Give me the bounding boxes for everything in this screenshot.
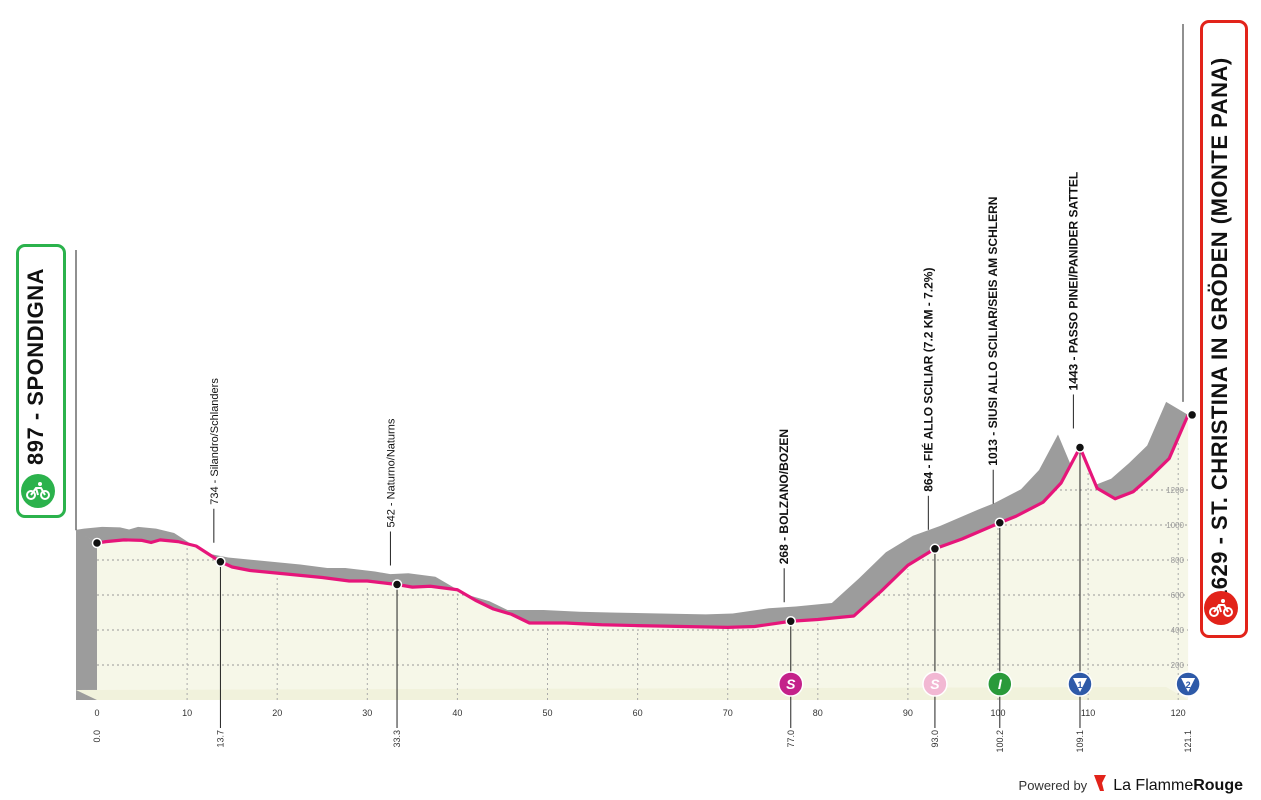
y-tick-label: 800 <box>1171 556 1185 565</box>
place-label: 268 - BOLZANO/BOZEN <box>777 429 791 564</box>
y-tick-label: 600 <box>1171 591 1185 600</box>
profile-floor <box>76 687 1189 700</box>
x-tick-label: 10 <box>182 708 192 718</box>
km-dot <box>215 556 226 567</box>
km-dot <box>929 543 941 555</box>
km-dot <box>1186 409 1198 421</box>
marker-symbol: 2 <box>1186 680 1191 690</box>
x-tick-label: 120 <box>1171 708 1186 718</box>
brand-name-a: La Flamme <box>1113 776 1194 794</box>
km-label: 93.0 <box>930 730 940 748</box>
place-label: 542 - Naturno/Naturns <box>385 418 397 527</box>
x-tick-label: 100 <box>990 708 1005 718</box>
start-name: SPONDIGNA <box>23 267 48 406</box>
finish-cyclist-icon <box>1204 591 1238 625</box>
km-dot <box>785 616 797 627</box>
km-label: 109.1 <box>1075 730 1085 753</box>
start-cyclist-icon <box>21 474 55 508</box>
sprint-marker-icon <box>778 671 804 697</box>
marker-symbol: I <box>998 676 1003 692</box>
km-label: 77.0 <box>786 730 796 748</box>
x-tick-label: 110 <box>1081 708 1095 718</box>
place-label: 1013 - SIUSI ALLO SCILIAR/SEIS AM SCHLER… <box>986 197 1000 466</box>
y-tick-label: 200 <box>1171 661 1185 670</box>
km-dot <box>91 537 103 549</box>
x-tick-label: 50 <box>542 708 552 718</box>
footer-branding: Powered by La FlammeRouge <box>1019 774 1243 797</box>
profile-left-wall <box>76 530 97 700</box>
x-tick-label: 90 <box>903 708 913 718</box>
place-label: 1443 - PASSO PINEI/PANIDER SATTEL <box>1066 172 1080 391</box>
climb-triangle-icon <box>1072 678 1087 692</box>
marker-symbol: 1 <box>1077 680 1082 690</box>
sprint-light-marker-icon <box>922 671 948 697</box>
marker-sprint-light: S <box>922 671 948 697</box>
marker-climb-cat: 2 <box>1175 671 1201 697</box>
start-altitude: 897 <box>23 426 48 465</box>
marker-symbol: S <box>786 676 796 692</box>
x-tick-label: 30 <box>362 708 372 718</box>
finish-label: 1629 - ST. CHRISTINA IN GRÖDEN (MONTE PA… <box>1207 57 1232 602</box>
y-tick-label: 1200 <box>1166 486 1184 495</box>
marker-intermediate: I <box>987 671 1013 697</box>
intermediate-marker-icon <box>987 671 1013 697</box>
x-tick-label: 40 <box>452 708 462 718</box>
flame-logo-icon <box>1093 774 1107 797</box>
powered-by-text: Powered by <box>1018 778 1088 793</box>
y-tick-label: 1000 <box>1166 521 1184 530</box>
x-tick-label: 70 <box>723 708 733 718</box>
climb-triangle-icon <box>1181 678 1196 692</box>
km-label: 33.3 <box>392 730 402 748</box>
finish-badge <box>1200 20 1248 638</box>
marker-sprint: S <box>778 671 804 697</box>
y-tick-label: 400 <box>1171 626 1185 635</box>
place-label: 864 - FIÉ ALLO SCILIAR (7.2 KM - 7.2%) <box>920 268 935 492</box>
place-label: 734 - Silandro/Schlanders <box>209 378 221 505</box>
brand-name: La FlammeRouge <box>1113 777 1243 795</box>
km-dot <box>391 579 403 590</box>
km-label: 0.0 <box>92 730 102 743</box>
finish-name: ST. CHRISTINA IN GRÖDEN (MONTE PANA) <box>1207 57 1232 530</box>
x-tick-label: 60 <box>633 708 643 718</box>
start-label: 897 - SPONDIGNA <box>23 267 48 465</box>
profile-area <box>97 414 1189 700</box>
brand-name-b: Rouge <box>1193 776 1243 794</box>
profile-shadow-band <box>75 401 1189 628</box>
x-tick-label: 80 <box>813 708 823 718</box>
x-tick-label: 0 <box>94 708 99 718</box>
start-badge <box>16 244 66 518</box>
km-label: 121.1 <box>1183 730 1193 753</box>
km-dot <box>994 517 1006 528</box>
km-label: 100.2 <box>995 730 1005 753</box>
km-label: 13.7 <box>215 730 225 748</box>
marker-climb-cat: 1 <box>1067 671 1093 697</box>
km-dot <box>1074 442 1086 453</box>
x-tick-label: 20 <box>272 708 282 718</box>
marker-symbol: S <box>930 676 940 692</box>
